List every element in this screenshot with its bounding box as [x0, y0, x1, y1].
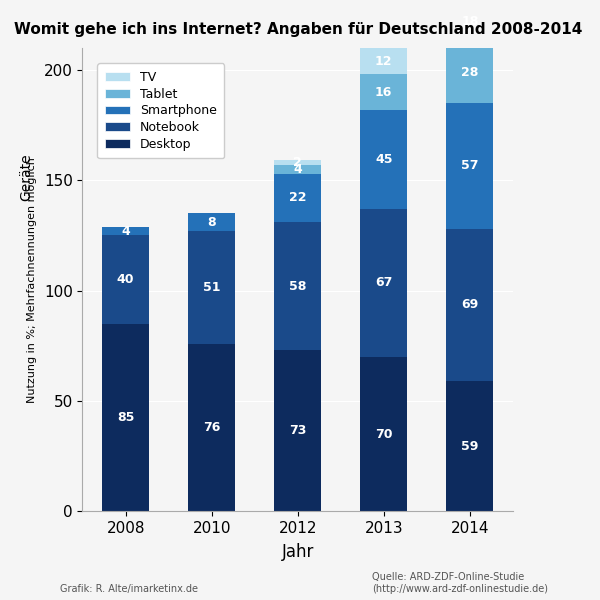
Text: 73: 73: [289, 424, 307, 437]
Bar: [188, 344, 235, 511]
Text: 59: 59: [461, 440, 478, 453]
Title: Womit gehe ich ins Internet? Angaben für Deutschland 2008-2014: Womit gehe ich ins Internet? Angaben für…: [14, 22, 582, 37]
X-axis label: Jahr: Jahr: [281, 543, 314, 561]
Text: 45: 45: [375, 153, 392, 166]
Text: Grafik: R. Alte/imarketinx.de: Grafik: R. Alte/imarketinx.de: [60, 584, 198, 594]
Y-axis label: Nutzung in %; Mehrfachnennungen möglich: Nutzung in %; Mehrfachnennungen möglich: [27, 157, 37, 403]
Legend: TV, Tablet, Smartphone, Notebook, Desktop: TV, Tablet, Smartphone, Notebook, Deskto…: [97, 64, 224, 158]
Bar: [360, 209, 407, 357]
Bar: [102, 235, 149, 324]
Text: 67: 67: [375, 277, 392, 289]
Text: Geräte: Geräte: [19, 154, 34, 202]
Bar: [274, 173, 322, 222]
Text: 2: 2: [293, 156, 302, 169]
Text: 4: 4: [121, 224, 130, 238]
Text: 57: 57: [461, 160, 479, 172]
Bar: [446, 41, 493, 103]
Bar: [360, 48, 407, 74]
Bar: [274, 165, 322, 173]
Text: 16: 16: [375, 86, 392, 98]
Text: 4: 4: [293, 163, 302, 176]
Bar: [446, 103, 493, 229]
Bar: [360, 110, 407, 209]
Bar: [360, 357, 407, 511]
Text: 76: 76: [203, 421, 220, 434]
Text: 85: 85: [117, 411, 134, 424]
Text: 51: 51: [203, 281, 220, 294]
Bar: [446, 2, 493, 41]
Bar: [188, 231, 235, 344]
Bar: [446, 229, 493, 381]
Text: 22: 22: [289, 191, 307, 205]
Bar: [102, 324, 149, 511]
Bar: [360, 74, 407, 110]
Bar: [274, 350, 322, 511]
Text: 18: 18: [461, 15, 478, 28]
Bar: [446, 381, 493, 511]
Text: 28: 28: [461, 65, 478, 79]
Text: 69: 69: [461, 298, 478, 311]
Text: 8: 8: [208, 216, 216, 229]
Text: 70: 70: [375, 428, 392, 440]
Text: 58: 58: [289, 280, 307, 293]
Bar: [274, 160, 322, 165]
Bar: [102, 227, 149, 235]
Text: Quelle: ARD-ZDF-Online-Studie
(http://www.ard-zdf-onlinestudie.de): Quelle: ARD-ZDF-Online-Studie (http://ww…: [372, 572, 548, 594]
Text: 40: 40: [117, 273, 134, 286]
Bar: [188, 214, 235, 231]
Text: 12: 12: [375, 55, 392, 68]
Bar: [274, 222, 322, 350]
